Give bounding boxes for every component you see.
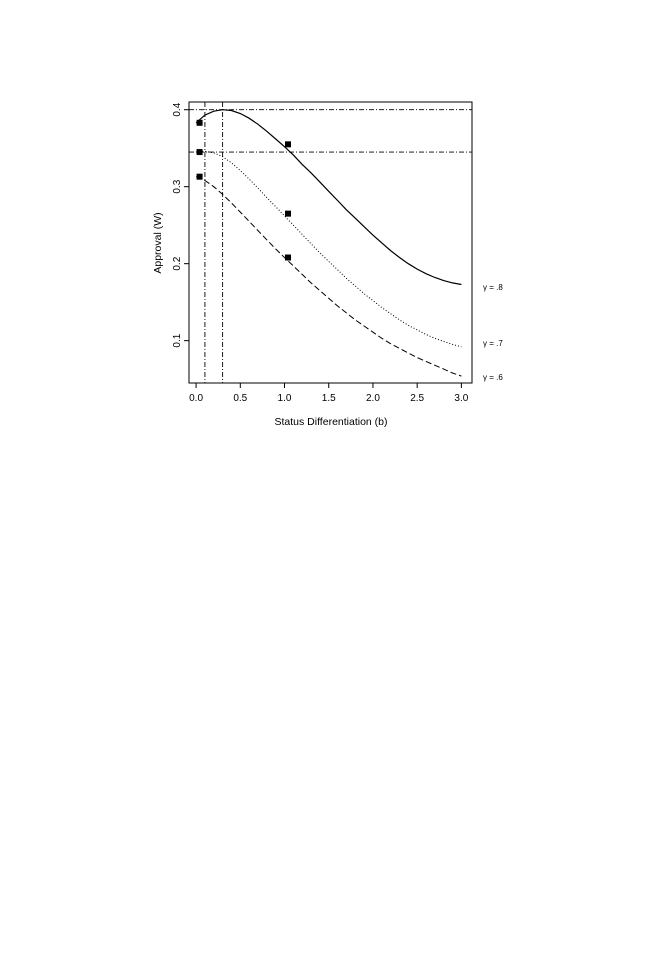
x-tick-label-6: 3.0 [454, 393, 468, 404]
y-tick-label-0: 0.1 [172, 333, 183, 347]
y-axis-title: Approval (W) [152, 212, 164, 273]
x-tick-label-5: 2.5 [410, 393, 424, 404]
x-axis-title: Status Differentiation (b) [274, 416, 387, 428]
y-tick-label-3: 0.4 [172, 102, 183, 116]
marker-square-5 [285, 254, 292, 261]
y-tick-label-2: 0.3 [172, 179, 183, 193]
y-tick-label-1: 0.2 [172, 256, 183, 270]
x-tick-label-4: 2.0 [366, 393, 380, 404]
marker-square-1 [196, 149, 203, 156]
series-line-0 [195, 109, 462, 286]
x-axis-ticks: 0.0 0.5 1.0 1.5 2.0 2.5 3.0 [189, 383, 469, 404]
x-tick-label-3: 1.5 [322, 393, 336, 404]
plot-area [188, 101, 473, 384]
marker-square-4 [285, 210, 292, 217]
y-axis-ticks: 0.1 0.2 0.3 0.4 [172, 102, 189, 348]
marker-square-0 [196, 119, 203, 126]
reference-lines [189, 102, 472, 383]
series-label-gamma-07: γ = .7 [483, 339, 503, 348]
series-label-gamma-08: γ = .8 [483, 283, 503, 292]
series-lines [195, 109, 462, 377]
series-label-gamma-06: γ = .6 [483, 373, 503, 382]
plot-frame [188, 101, 473, 384]
data-markers [196, 119, 292, 261]
series-line-1 [196, 150, 462, 348]
marker-square-3 [285, 141, 292, 148]
series-line-2 [195, 176, 462, 377]
x-tick-label-0: 0.0 [189, 393, 203, 404]
x-tick-label-2: 1.0 [278, 393, 292, 404]
x-tick-label-1: 0.5 [233, 393, 247, 404]
marker-square-2 [196, 173, 203, 180]
